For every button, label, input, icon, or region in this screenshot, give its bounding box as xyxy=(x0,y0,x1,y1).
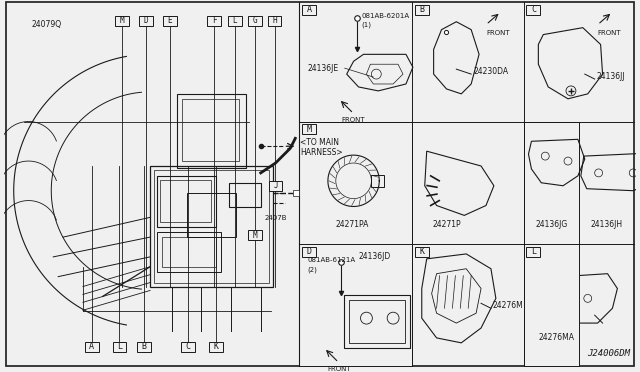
Text: C: C xyxy=(531,5,536,15)
Bar xyxy=(157,232,221,272)
Bar xyxy=(302,5,316,15)
Text: 2407B: 2407B xyxy=(265,215,287,221)
Text: 081AB-6121A: 081AB-6121A xyxy=(307,257,355,263)
Text: 081AB-6201A: 081AB-6201A xyxy=(362,13,410,19)
Bar xyxy=(344,295,410,348)
Text: A: A xyxy=(89,342,94,351)
Bar xyxy=(248,16,262,26)
Text: J: J xyxy=(273,181,278,190)
Bar xyxy=(302,247,316,257)
Text: 24230DA: 24230DA xyxy=(473,67,508,76)
Text: M: M xyxy=(252,231,257,240)
Text: 24079Q: 24079Q xyxy=(31,20,61,29)
Bar xyxy=(187,193,236,237)
Bar xyxy=(524,122,579,366)
Text: FRONT: FRONT xyxy=(327,366,351,372)
Text: E: E xyxy=(168,16,172,25)
Text: 24136JD: 24136JD xyxy=(358,252,391,261)
Text: FRONT: FRONT xyxy=(342,116,365,123)
Bar xyxy=(269,181,282,191)
Bar xyxy=(527,247,540,257)
Text: (1): (1) xyxy=(362,22,371,28)
Bar xyxy=(157,176,216,227)
Bar xyxy=(177,94,246,168)
Text: 24136JE: 24136JE xyxy=(307,64,339,73)
Bar xyxy=(268,16,282,26)
Text: (2): (2) xyxy=(307,267,317,273)
Text: 24136JJ: 24136JJ xyxy=(596,71,625,81)
Text: F: F xyxy=(212,16,216,25)
Text: H: H xyxy=(272,16,277,25)
Bar xyxy=(209,342,223,352)
Text: FRONT: FRONT xyxy=(598,30,621,36)
Bar xyxy=(349,300,405,343)
Bar xyxy=(154,170,269,283)
Text: J24006DM: J24006DM xyxy=(588,349,630,357)
Text: G: G xyxy=(252,16,257,25)
Bar xyxy=(415,5,429,15)
Bar xyxy=(415,247,429,257)
Text: <TO MAIN: <TO MAIN xyxy=(300,138,339,147)
Bar xyxy=(162,237,216,267)
Text: M: M xyxy=(120,16,125,25)
Text: D: D xyxy=(144,16,148,25)
Bar xyxy=(85,342,99,352)
Bar xyxy=(163,16,177,26)
Bar xyxy=(207,16,221,26)
Text: M: M xyxy=(307,125,312,134)
Bar xyxy=(160,180,211,222)
Text: L: L xyxy=(233,16,237,25)
Text: 24276MA: 24276MA xyxy=(538,333,574,342)
Text: B: B xyxy=(419,5,424,15)
Text: K: K xyxy=(214,342,219,351)
Bar xyxy=(150,166,273,286)
Bar xyxy=(228,16,242,26)
Text: B: B xyxy=(141,342,147,351)
Bar xyxy=(137,342,151,352)
Bar xyxy=(113,342,126,352)
Bar xyxy=(302,125,316,134)
Text: D: D xyxy=(307,247,312,256)
Bar xyxy=(527,5,540,15)
Bar xyxy=(300,122,412,366)
Text: C: C xyxy=(185,342,190,351)
Text: HARNESS>: HARNESS> xyxy=(300,148,343,157)
Bar xyxy=(182,99,239,161)
Text: K: K xyxy=(419,247,424,256)
Bar xyxy=(115,16,129,26)
Text: 24136JG: 24136JG xyxy=(535,220,567,229)
Text: 24271PA: 24271PA xyxy=(336,220,369,229)
Text: 24271P: 24271P xyxy=(432,220,461,229)
Bar xyxy=(229,183,260,208)
Bar xyxy=(180,342,195,352)
Text: L: L xyxy=(531,247,536,256)
Text: A: A xyxy=(307,5,312,15)
Text: L: L xyxy=(117,342,122,351)
Bar xyxy=(139,16,153,26)
Text: 24136JH: 24136JH xyxy=(591,220,623,229)
Text: 24276M: 24276M xyxy=(493,301,524,310)
Bar xyxy=(248,230,262,240)
Text: FRONT: FRONT xyxy=(486,30,509,36)
